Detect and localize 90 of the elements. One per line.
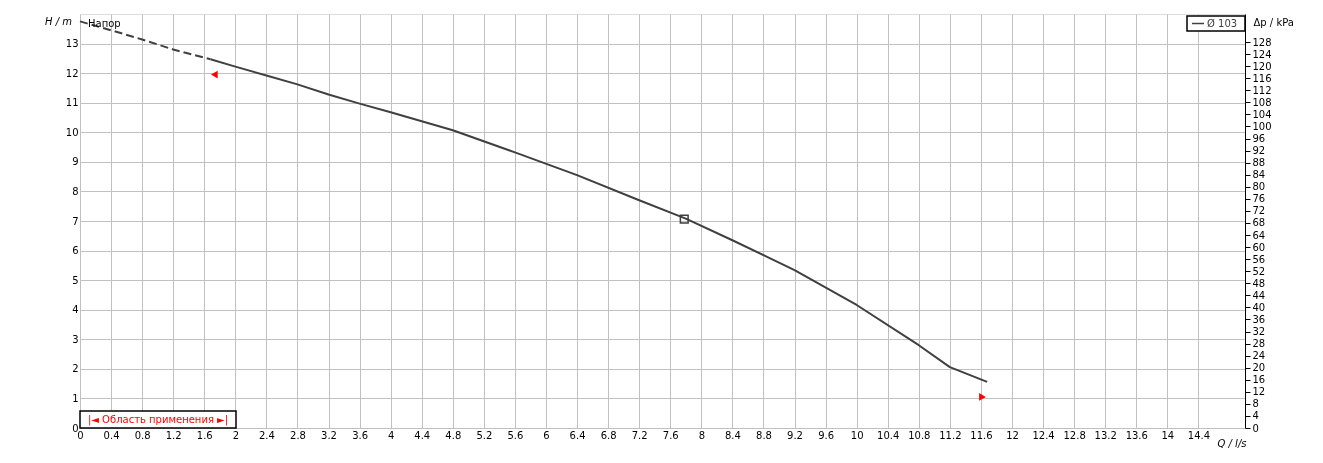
y-tick-label: 6 — [72, 245, 79, 257]
point — [679, 214, 689, 224]
x-tick-label: 6.4 — [569, 429, 586, 441]
y2-tick-label: 84 — [1252, 169, 1266, 181]
y2-tick-label: 28 — [1252, 338, 1266, 350]
y2-tick-label: 8 — [1252, 398, 1259, 410]
x-tick-label: 4.8 — [445, 429, 462, 441]
y-axis-title: H / m — [45, 16, 73, 27]
x-tick-label: 13.6 — [1125, 429, 1148, 441]
y2-tick-label: 64 — [1252, 229, 1266, 241]
x-tick-label: 7.2 — [631, 429, 648, 441]
y-tick-label: 5 — [72, 274, 79, 286]
y2-tick-label: 92 — [1252, 145, 1266, 157]
y-tick-label: 3 — [72, 333, 79, 345]
y-tick-label: 7 — [72, 215, 79, 227]
y2-tick-label: 56 — [1252, 253, 1266, 265]
y2-tick-label: 20 — [1252, 362, 1266, 374]
x-tick-label: 4 — [387, 429, 395, 441]
y-tick-label: 10 — [65, 126, 79, 138]
x-tick-label: 8.4 — [724, 429, 741, 441]
x-tick-label: 1.6 — [196, 429, 213, 441]
x-tick-label: 11.6 — [970, 429, 993, 441]
y-tick-label: 8 — [72, 185, 79, 197]
x-tick-label: 12 — [1006, 429, 1019, 441]
y2-tick-label: 68 — [1252, 217, 1266, 229]
x-tick-label: 2.4 — [258, 429, 275, 441]
x-tick-label: 1.2 — [165, 429, 182, 441]
annotation: Напор — [88, 18, 121, 29]
y2-tick-label: 116 — [1252, 72, 1272, 84]
y2-tick-label: 120 — [1252, 60, 1272, 72]
x-tick-label: 13.2 — [1094, 429, 1117, 441]
y2-tick-label: 108 — [1252, 96, 1272, 108]
x-tick-label: 0.8 — [134, 429, 151, 441]
x-tick-label: 9.2 — [787, 429, 803, 441]
y-tick-label: 4 — [72, 304, 79, 316]
y2-tick-label: 32 — [1252, 326, 1266, 338]
y2-tick-label: 48 — [1252, 277, 1266, 289]
y-tick-label: 13 — [65, 38, 79, 50]
y2-tick-label: 16 — [1252, 374, 1266, 386]
y2-tick-label: 72 — [1252, 205, 1266, 217]
y2-tick-label: 12 — [1252, 386, 1266, 398]
y2-axis-title: Δp / kPa — [1253, 16, 1294, 28]
x-tick-label: 14 — [1161, 429, 1175, 441]
x-tick-label: 3.2 — [321, 429, 337, 441]
y2-tick-label: 128 — [1252, 36, 1272, 48]
x-tick-label: 10.8 — [908, 429, 931, 441]
y2-tick-label: 96 — [1252, 133, 1266, 145]
y2-tick-label: 80 — [1252, 181, 1266, 193]
y2-tick-label: 40 — [1252, 301, 1266, 313]
x-tick-label: 10.4 — [877, 429, 900, 441]
y2-tick-label: 60 — [1252, 241, 1266, 253]
x-axis-title: Q / l/s — [1217, 438, 1247, 449]
legend-label: Ø 103 — [1207, 18, 1238, 29]
x-tick-label: 12.4 — [1032, 429, 1055, 441]
x-tick-label: 14.4 — [1187, 429, 1211, 441]
x-tick-label: 5.2 — [476, 429, 493, 441]
x-tick-label: 6.8 — [600, 429, 617, 441]
x-tick-label: 6 — [543, 429, 550, 441]
y2-tick-label: 100 — [1252, 120, 1272, 132]
point — [211, 70, 218, 79]
x-tick-label: 2 — [232, 429, 240, 441]
point — [979, 393, 986, 401]
y-tick-label: 12 — [65, 67, 79, 79]
y2-tick-label: 88 — [1252, 157, 1266, 169]
text: |◄ Область применения ►| — [87, 414, 229, 426]
y2-tick-label: 4 — [1252, 410, 1259, 422]
y-tick-label: 9 — [72, 156, 79, 168]
y-tick-label: 1 — [72, 392, 79, 404]
x-tick-label: 7.6 — [662, 429, 679, 441]
x-tick-label: 10 — [850, 429, 864, 441]
y2-tick-label: 24 — [1252, 350, 1266, 362]
y-tick-label: 2 — [72, 363, 79, 375]
x-tick-label: 8 — [698, 429, 706, 441]
x-tick-label: 3.6 — [352, 429, 369, 441]
x-tick-label: 8.8 — [756, 429, 772, 441]
y2-tick-label: 124 — [1252, 48, 1272, 60]
x-tick-label: 2.8 — [290, 429, 306, 441]
y2-tick-label: 52 — [1252, 265, 1266, 277]
x-tick-label: 4.4 — [414, 429, 431, 441]
y-tick-label: 11 — [65, 97, 79, 109]
y2-tick-label: 76 — [1252, 193, 1266, 205]
y2-tick-label: 44 — [1252, 289, 1266, 301]
y2-tick-label: 36 — [1252, 313, 1266, 325]
x-tick-label: 12.8 — [1063, 429, 1086, 441]
y2-tick-label: 112 — [1252, 84, 1272, 96]
x-tick-label: 0.4 — [103, 429, 120, 441]
x-tick-label: 5.6 — [507, 429, 524, 441]
x-tick-label: 11.2 — [939, 429, 962, 441]
x-tick-label: 9.6 — [818, 429, 835, 441]
y2-tick-label: 104 — [1252, 108, 1272, 120]
